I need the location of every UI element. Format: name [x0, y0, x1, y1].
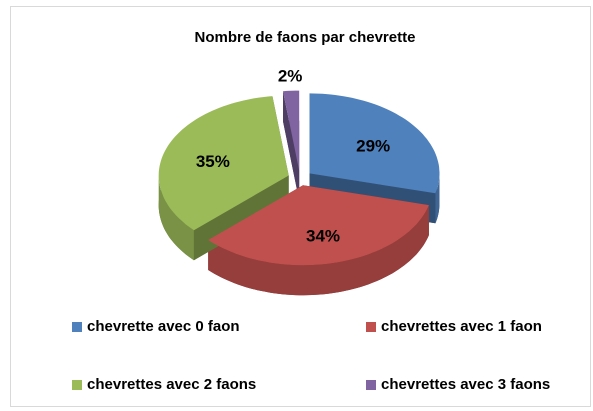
slice	[158, 96, 289, 231]
data-label: 35%	[196, 152, 230, 171]
slice-side	[283, 91, 300, 201]
slice-wall	[435, 173, 440, 224]
legend-label: chevrettes avec 2 faons	[87, 376, 256, 393]
legend-label: chevrette avec 0 faon	[87, 318, 240, 335]
legend-swatch	[72, 380, 82, 390]
legend-swatch	[366, 380, 376, 390]
slice	[309, 93, 440, 194]
data-label: 34%	[306, 227, 340, 246]
legend-swatch	[366, 322, 376, 332]
legend-swatch	[72, 322, 82, 332]
legend-label: chevrettes avec 1 faon	[381, 318, 542, 335]
data-label: 29%	[356, 137, 390, 156]
chart-title: Nombre de faons par chevrette	[195, 29, 416, 46]
slice	[283, 90, 300, 171]
data-label: 2%	[278, 67, 303, 86]
legend-label: chevrettes avec 3 faons	[381, 376, 550, 393]
slice-wall	[158, 175, 194, 261]
slice-wall	[208, 205, 429, 296]
slice	[208, 185, 429, 266]
